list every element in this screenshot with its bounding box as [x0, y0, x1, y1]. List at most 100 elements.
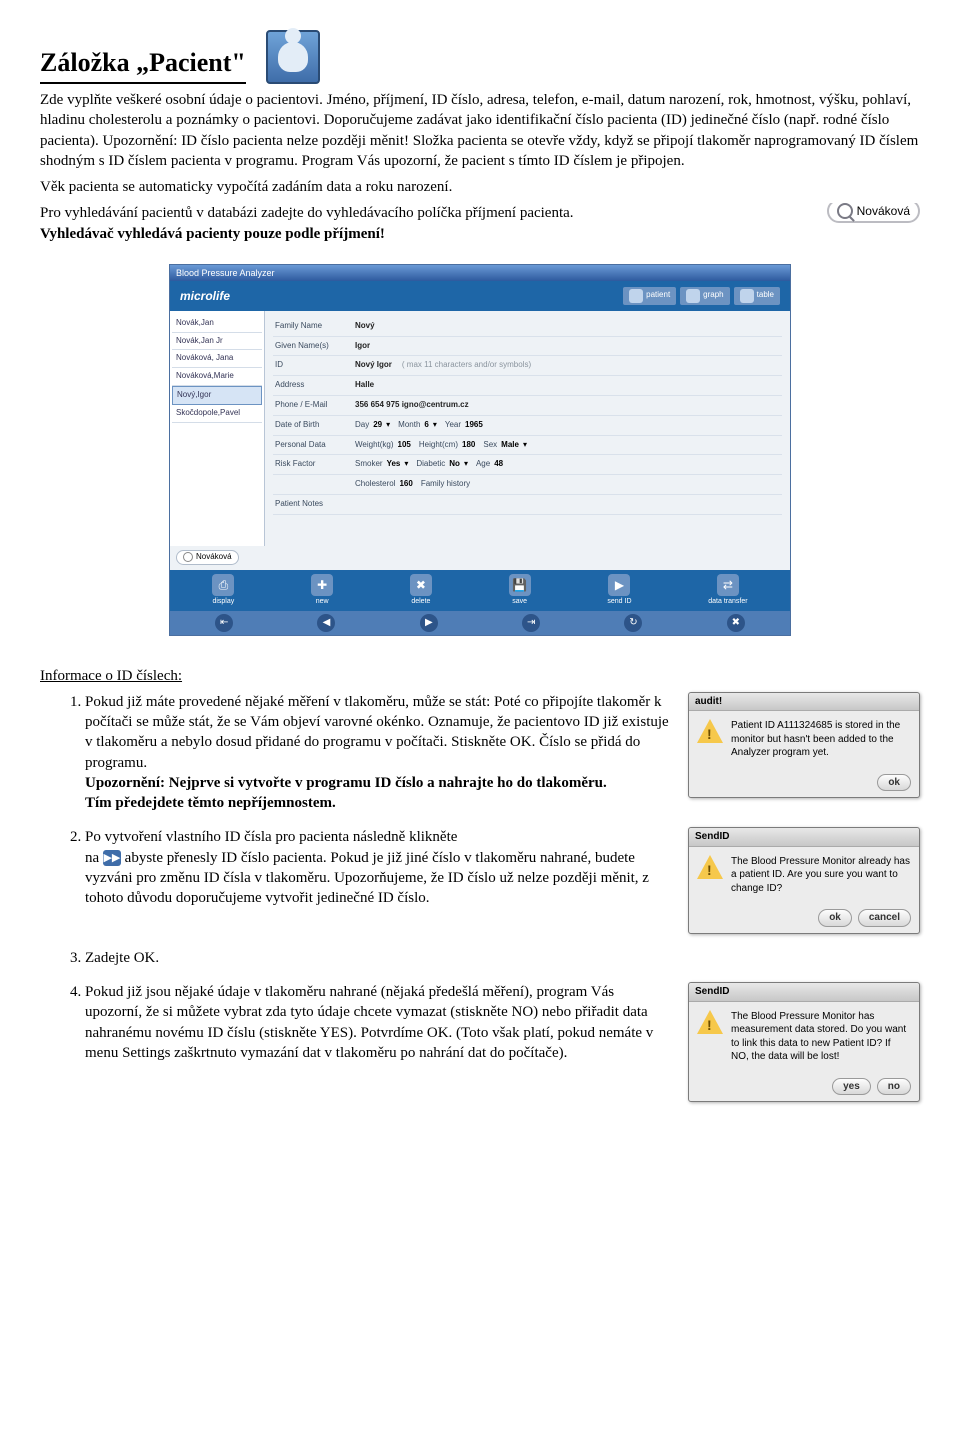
info-1-bold1: Upozornění: Nejprve si vytvořte v progra…: [85, 775, 607, 791]
nav-icon: ✖: [727, 614, 745, 632]
app-bottombar-secondary: ⇤ ◀ ▶ ⇥ ↻ ✖: [170, 611, 790, 635]
nav-button-0[interactable]: ⇤: [215, 614, 233, 632]
age-paragraph: Věk pacienta se automaticky vypočítá zad…: [40, 177, 920, 197]
sidebar-item[interactable]: Novák,Jan: [172, 315, 262, 333]
app-bottombar-primary: ⎙display ✚new ✖delete 💾save ▶send ID ⇄data tr…: [170, 570, 790, 610]
notes-row: Patient Notes: [273, 495, 782, 515]
nav-icon: ↻: [624, 614, 642, 632]
toolbar-item-display[interactable]: ⎙display: [212, 574, 234, 606]
main-tabs: patient graph table: [623, 287, 780, 305]
info-item-3: Zadejte OK.: [85, 948, 920, 968]
dialog-title: SendID: [689, 983, 919, 1002]
heading-row: Záložka „Pacient": [40, 30, 920, 84]
patient-sidebar: Novák,JanNovák,Jan JrNováková, JanaNovák…: [170, 311, 265, 546]
nav-button-2[interactable]: ▶: [420, 614, 438, 632]
app-screenshot: Blood Pressure Analyzer microlife patien…: [169, 264, 791, 636]
search-instruction: Pro vyhledávání pacientů v databázi zade…: [40, 205, 574, 221]
patient-icon: [629, 289, 643, 303]
dialog-title: SendID: [689, 828, 919, 847]
form-row: Phone / E-Mail356 654 975 igno@centrum.c…: [273, 396, 782, 416]
warning-icon: !: [697, 1010, 723, 1036]
toolbar-item-save[interactable]: 💾save: [509, 574, 531, 606]
sidebar-item[interactable]: Nový,Igor: [172, 386, 262, 405]
form-row: IDNový Igor ( max 11 characters and/or s…: [273, 356, 782, 376]
no-button[interactable]: no: [877, 1078, 911, 1096]
sidebar-item[interactable]: Nováková,Marie: [172, 368, 262, 386]
tab-graph[interactable]: graph: [680, 287, 729, 305]
data-transfer-icon: ⇄: [717, 574, 739, 596]
delete-icon: ✖: [410, 574, 432, 596]
search-icon: [837, 203, 853, 219]
nav-icon: ◀: [317, 614, 335, 632]
intro-paragraph: Zde vyplňte veškeré osobní údaje o pacie…: [40, 90, 920, 171]
display-icon: ⎙: [212, 574, 234, 596]
dialog-message: The Blood Pressure Monitor has measureme…: [731, 1010, 911, 1064]
nav-button-5[interactable]: ✖: [727, 614, 745, 632]
toolbar-item-send-ID[interactable]: ▶send ID: [607, 574, 631, 606]
nav-button-3[interactable]: ⇥: [522, 614, 540, 632]
send-id-icon[interactable]: ▶▶: [103, 850, 121, 866]
patient-tab-icon: [266, 30, 320, 84]
nav-icon: ⇥: [522, 614, 540, 632]
yes-button[interactable]: yes: [832, 1078, 871, 1096]
info-list: Pokud již máte provedené nějaké měření v…: [40, 692, 920, 1102]
nav-button-4[interactable]: ↻: [624, 614, 642, 632]
app-brandbar: microlife patient graph table: [170, 281, 790, 311]
sendid-dialog-2: SendID ! The Blood Pressure Monitor has …: [688, 982, 920, 1102]
dialog-message: Patient ID A111324685 is stored in the m…: [731, 719, 911, 760]
info-item-2: Po vytvoření vlastního ID čísla pro paci…: [85, 827, 920, 934]
cancel-button[interactable]: cancel: [858, 909, 911, 927]
toolbar-item-delete[interactable]: ✖delete: [410, 574, 432, 606]
app-titlebar: Blood Pressure Analyzer: [170, 265, 790, 281]
ok-button[interactable]: ok: [877, 774, 911, 792]
info-item-4: Pokud již jsou nějaké údaje v tlakoměru …: [85, 982, 920, 1102]
send-ID-icon: ▶: [608, 574, 630, 596]
graph-icon: [686, 289, 700, 303]
warning-icon: !: [697, 855, 723, 881]
info-2-mida: na: [85, 850, 99, 866]
app-search-bottom: Nováková: [170, 546, 790, 570]
sendid-dialog-1: SendID ! The Blood Pressure Monitor alre…: [688, 827, 920, 934]
sidebar-item[interactable]: Nováková, Jana: [172, 350, 262, 368]
save-icon: 💾: [509, 574, 531, 596]
ok-button[interactable]: ok: [818, 909, 852, 927]
form-row: Given Name(s)Igor: [273, 337, 782, 357]
personal-row: Personal Data Weight(kg)105 Height(cm)18…: [273, 436, 782, 456]
info-2-midb: abyste přenesly ID číslo pacienta. Pokud…: [85, 850, 649, 907]
form-row: Family NameNový: [273, 317, 782, 337]
info-3-text: Zadejte OK.: [85, 950, 159, 966]
warning-icon: !: [697, 719, 723, 745]
info-4-text: Pokud již jsou nějaké údaje v tlakoměru …: [85, 984, 653, 1061]
sidebar-item[interactable]: Skočdopole,Pavel: [172, 405, 262, 423]
dialog-message: The Blood Pressure Monitor already has a…: [731, 855, 911, 896]
patient-form: Family NameNovýGiven Name(s)IgorIDNový I…: [265, 311, 790, 546]
info-2-pre: Po vytvoření vlastního ID čísla pro paci…: [85, 829, 457, 845]
risk-row: Risk Factor SmokerYes▾ DiabeticNo▾ Age48: [273, 455, 782, 475]
app-brand: microlife: [180, 288, 230, 304]
info-1-text: Pokud již máte provedené nějaké měření v…: [85, 694, 669, 771]
nav-icon: ▶: [420, 614, 438, 632]
nav-button-1[interactable]: ◀: [317, 614, 335, 632]
toolbar-item-new[interactable]: ✚new: [311, 574, 333, 606]
sidebar-item[interactable]: Novák,Jan Jr: [172, 333, 262, 351]
dob-row: Date of Birth Day29▾ Month6▾ Year1965: [273, 416, 782, 436]
info-1-bold2: Tím předejdete těmto nepříjemnostem.: [85, 795, 336, 811]
form-row: AddressHalle: [273, 376, 782, 396]
warning-dialog-1: audit! ! Patient ID A111324685 is stored…: [688, 692, 920, 799]
page-title: Záložka „Pacient": [40, 45, 246, 84]
new-icon: ✚: [311, 574, 333, 596]
table-icon: [740, 289, 754, 303]
info-item-1: Pokud již máte provedené nějaké měření v…: [85, 692, 920, 814]
tab-table[interactable]: table: [734, 287, 780, 305]
dialog-title: audit!: [689, 693, 919, 712]
nav-icon: ⇤: [215, 614, 233, 632]
search-icon: [183, 552, 193, 562]
search-instruction-bold: Vyhledávač vyhledává pacienty pouze podl…: [40, 226, 385, 242]
search-example-text: Nováková: [857, 203, 910, 219]
info-heading: Informace o ID číslech:: [40, 666, 920, 686]
toolbar-item-data-transfer[interactable]: ⇄data transfer: [708, 574, 747, 606]
tab-patient[interactable]: patient: [623, 287, 676, 305]
search-example-pill: Nováková: [827, 203, 920, 223]
chol-row: Cholesterol160 Family history: [273, 475, 782, 495]
sidebar-search-pill[interactable]: Nováková: [176, 550, 239, 565]
